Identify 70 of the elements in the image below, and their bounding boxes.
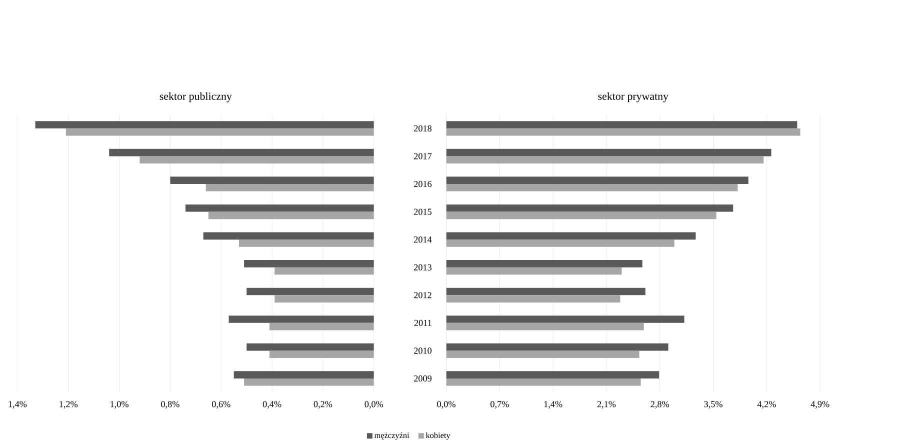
x-tick-label: 1,4% <box>8 401 27 409</box>
y-tick-label: 2010 <box>414 348 432 354</box>
bar <box>274 267 374 275</box>
bar <box>446 148 772 156</box>
bar <box>228 316 374 323</box>
x-tick-label: 1,0% <box>110 401 128 409</box>
y-tick-label: 2015 <box>414 208 432 215</box>
x-tick-label: 0,8% <box>161 401 180 409</box>
bar <box>446 343 668 351</box>
bar <box>140 156 374 164</box>
bar <box>270 350 374 358</box>
x-tick-label: 0,4% <box>262 401 282 409</box>
bar <box>446 371 660 378</box>
bar <box>244 378 374 386</box>
bar <box>446 212 716 220</box>
bar <box>35 121 374 128</box>
bar <box>446 184 738 192</box>
bar <box>109 148 374 156</box>
x-tick-label: 4,9% <box>810 401 830 409</box>
y-tick-label: 2016 <box>414 180 432 188</box>
bar <box>446 288 646 296</box>
bar <box>208 212 374 220</box>
bar <box>66 128 374 136</box>
bar <box>246 288 374 296</box>
y-tick-label: 2011 <box>414 320 432 326</box>
bar <box>244 260 374 268</box>
bar <box>446 156 764 164</box>
x-tick-label: 1,4% <box>544 401 562 409</box>
bar <box>446 350 640 358</box>
bar <box>238 240 374 247</box>
x-tick-label: 3,5% <box>704 401 722 409</box>
bar <box>274 295 374 302</box>
bar <box>446 204 734 212</box>
y-tick-label: 2013 <box>414 264 432 270</box>
bar <box>270 322 374 330</box>
bar <box>446 240 674 247</box>
chart-title: sektor prywatny <box>598 92 668 102</box>
bar <box>185 204 374 212</box>
x-tick-label: 4,2% <box>757 401 776 409</box>
bar <box>446 267 622 275</box>
bar <box>446 121 798 128</box>
x-tick-label: 2,1% <box>597 401 616 409</box>
bar <box>446 128 800 136</box>
bar <box>203 232 374 240</box>
x-tick-label: 2,8% <box>650 401 670 409</box>
y-tick-label: 2012 <box>414 292 432 298</box>
x-tick-label: 1,2% <box>60 401 78 409</box>
bar <box>446 378 641 386</box>
x-tick-label: 0,7% <box>490 401 509 409</box>
x-tick-label: 0,0% <box>437 401 456 409</box>
y-tick-label: 2009 <box>414 375 432 382</box>
bar <box>446 322 644 330</box>
bar <box>446 260 642 268</box>
chart-title: sektor publiczny <box>160 92 232 102</box>
bar <box>234 371 374 378</box>
bar <box>446 232 696 240</box>
bar <box>170 176 374 184</box>
bar <box>446 176 748 184</box>
legend-label: kobiety <box>426 432 450 440</box>
bar <box>246 343 374 351</box>
bar <box>446 295 620 302</box>
bar <box>446 316 684 323</box>
x-tick-label: 0,6% <box>212 401 230 409</box>
y-tick-label: 2014 <box>414 236 432 243</box>
legend-label: mężczyźni <box>374 432 410 440</box>
y-tick-label: 2018 <box>414 125 432 132</box>
bar <box>206 184 374 192</box>
x-tick-label: 0,2% <box>314 401 332 409</box>
y-tick-label: 2017 <box>414 153 432 160</box>
x-tick-label: 0,0% <box>364 401 384 409</box>
